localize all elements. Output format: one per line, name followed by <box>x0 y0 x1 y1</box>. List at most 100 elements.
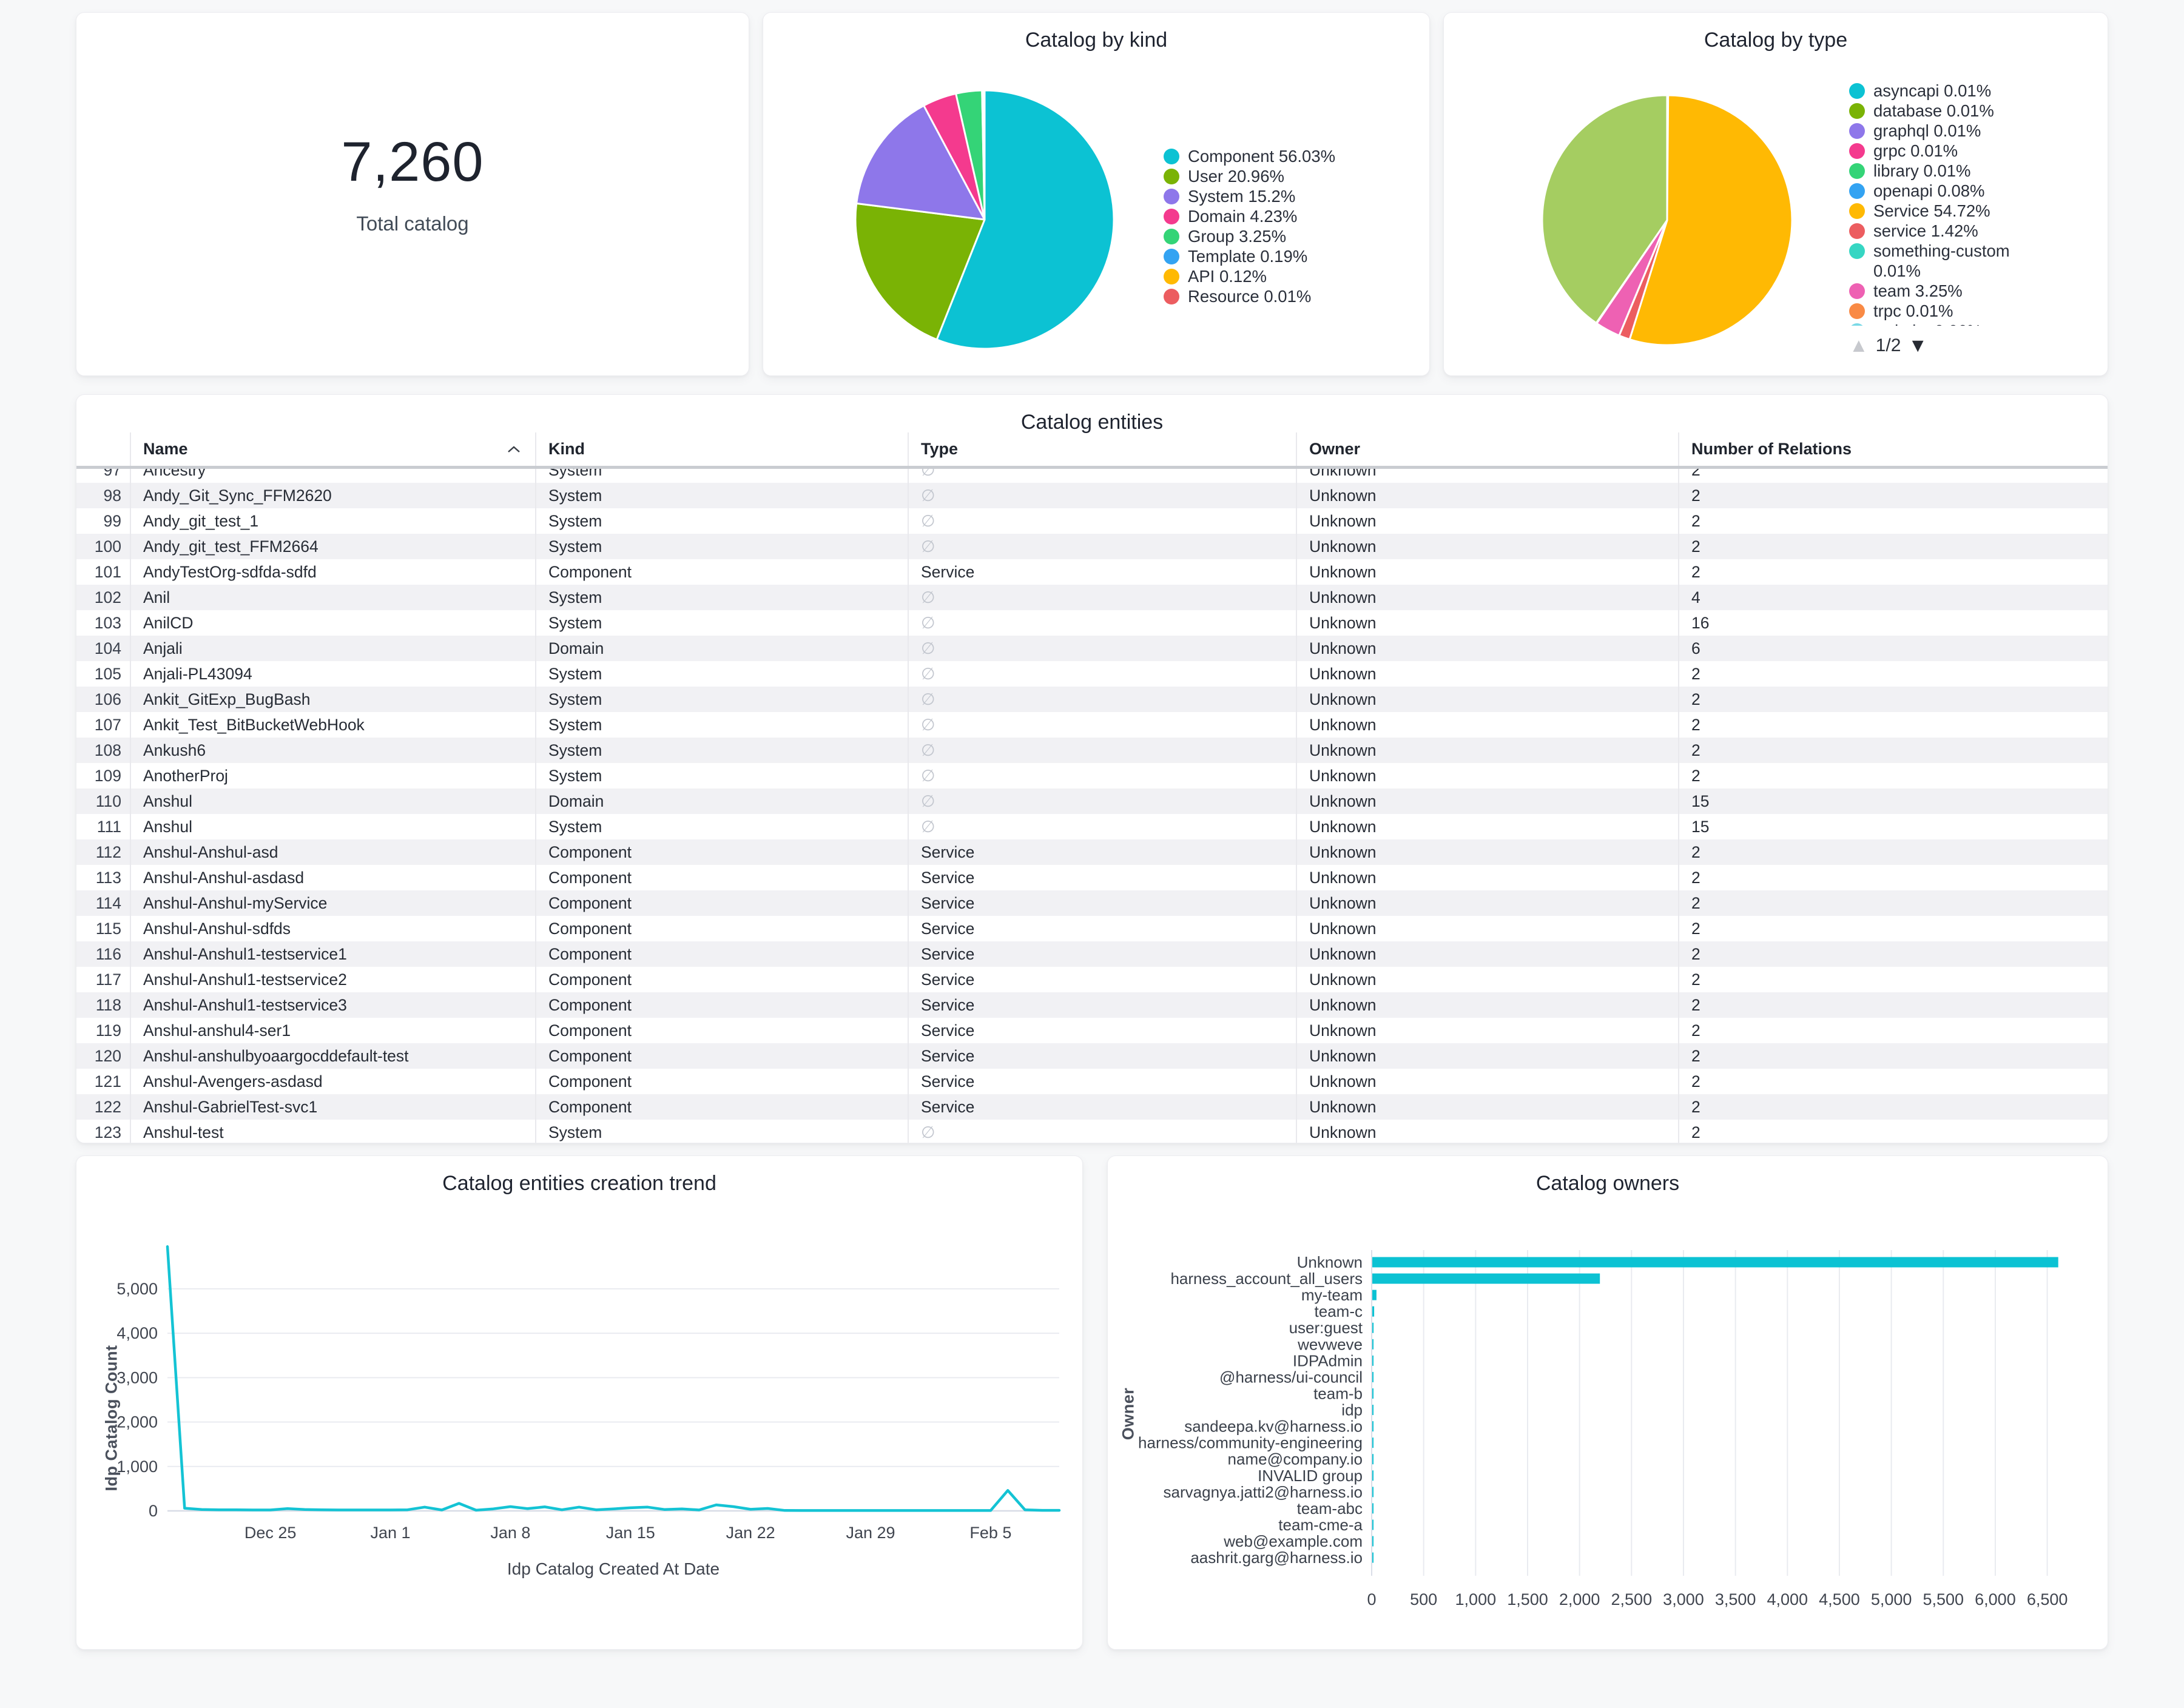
owner-bar-user:guest[interactable] <box>1372 1322 1374 1333</box>
owner-bar-sarvagnya.jatti2@harness.io[interactable] <box>1372 1487 1373 1498</box>
table-row[interactable]: 102 Anil System ∅ Unknown 4 <box>76 585 2108 610</box>
cell-kind: System <box>536 661 909 687</box>
pie-slice-User[interactable] <box>854 202 986 341</box>
legend-item-grpc[interactable]: grpc 0.01% <box>1849 141 2061 161</box>
legend-item-Service[interactable]: Service 54.72% <box>1849 201 2061 221</box>
cell-owner: Unknown <box>1297 738 1679 763</box>
owner-bar-Unknown[interactable] <box>1372 1257 2058 1268</box>
legend-item-asyncapi[interactable]: asyncapi 0.01% <box>1849 81 2061 101</box>
table-row[interactable]: 118 Anshul-Anshul1-testservice3 Component S… <box>76 992 2108 1018</box>
table-row[interactable]: 116 Anshul-Anshul1-testservice1 Component S… <box>76 941 2108 967</box>
catalog-by-type-pie[interactable] <box>1540 93 1795 348</box>
legend-item-team[interactable]: team 3.25% <box>1849 281 2061 301</box>
column-header-owner[interactable]: Owner <box>1297 432 1679 466</box>
column-header-number-of-relations[interactable]: Number of Relations <box>1679 432 2108 466</box>
cell-owner: Unknown <box>1297 534 1679 559</box>
legend-item-Template[interactable]: Template 0.19% <box>1164 246 1335 266</box>
legend-dot-icon <box>1849 323 1865 326</box>
table-row[interactable]: 113 Anshul-Anshul-asdasd Component Service U… <box>76 865 2108 890</box>
owner-bar-team-c[interactable] <box>1372 1306 1375 1317</box>
legend-item-label: trpc 0.01% <box>1873 301 1953 320</box>
owner-bar-name@company.io[interactable] <box>1372 1454 1373 1465</box>
legend-item-openapi[interactable]: openapi 0.08% <box>1849 181 2061 201</box>
legend-item-API[interactable]: API 0.12% <box>1164 266 1335 286</box>
legend-page-down-icon[interactable]: ▼ <box>1908 334 1928 356</box>
owner-bar-sandeepa.kv@harness.io[interactable] <box>1372 1421 1373 1432</box>
owner-bar-team-b[interactable] <box>1372 1388 1373 1399</box>
table-row[interactable]: 99 Andy_git_test_1 System ∅ Unknown 2 <box>76 508 2108 534</box>
table-row[interactable]: 122 Anshul-GabrielTest-svc1 Component Servi… <box>76 1094 2108 1120</box>
table-row[interactable]: 117 Anshul-Anshul1-testservice2 Component S… <box>76 967 2108 992</box>
table-row[interactable]: 100 Andy_git_test_FFM2664 System ∅ Unknown 2 <box>76 534 2108 559</box>
pie-slice-unlabeled[interactable] <box>1541 94 1668 324</box>
legend-item-library[interactable]: library 0.01% <box>1849 161 2061 181</box>
cell-type: Service <box>909 890 1297 916</box>
owner-bar-wevweve[interactable] <box>1372 1339 1373 1350</box>
svg-text:5,500: 5,500 <box>1923 1590 1964 1609</box>
legend-item-Domain[interactable]: Domain 4.23% <box>1164 206 1335 226</box>
table-row[interactable]: 97 Ancestry System ∅ Unknown 2 <box>76 469 2108 483</box>
cell-type: ∅ <box>909 712 1297 738</box>
creation-trend-chart[interactable]: 0 1,000 2,000 3,000 4,000 5,000 Dec 25 Jan 1 Jan… <box>76 1205 1084 1629</box>
cell-number-of-relations: 2 <box>1691 1123 1700 1141</box>
cell-owner: Unknown <box>1297 992 1679 1018</box>
legend-page-up-icon[interactable]: ▲ <box>1849 334 1869 356</box>
legend-item-Component[interactable]: Component 56.03% <box>1164 146 1335 166</box>
owner-bar-my-team[interactable] <box>1372 1289 1377 1300</box>
table-row[interactable]: 103 AnilCD System ∅ Unknown 16 <box>76 610 2108 636</box>
owner-bar-idp[interactable] <box>1372 1405 1373 1416</box>
legend-item-something-custom[interactable]: something-custom 0.01% <box>1849 241 2061 281</box>
legend-item-Resource[interactable]: Resource 0.01% <box>1164 286 1335 306</box>
svg-text:3,500: 3,500 <box>1715 1590 1756 1609</box>
pie-slice-Component[interactable] <box>935 89 1115 350</box>
table-row[interactable]: 119 Anshul-anshul4-ser1 Component Service Un… <box>76 1018 2108 1043</box>
owner-bar-team-cme-a[interactable] <box>1372 1519 1373 1530</box>
legend-item-Group[interactable]: Group 3.25% <box>1164 226 1335 246</box>
table-row[interactable]: 108 Ankush6 System ∅ Unknown 2 <box>76 738 2108 763</box>
legend-item-service[interactable]: service 1.42% <box>1849 221 2061 241</box>
owner-bar-harness/community-engineering[interactable] <box>1372 1437 1373 1448</box>
table-row[interactable]: 114 Anshul-Anshul-myService Component Servi… <box>76 890 2108 916</box>
column-header-kind[interactable]: Kind <box>536 432 909 466</box>
table-row[interactable]: 101 AndyTestOrg-sdfda-sdfd Component Servic… <box>76 559 2108 585</box>
table-row[interactable]: 123 Anshul-test System ∅ Unknown 2 <box>76 1120 2108 1143</box>
sort-ascending-icon[interactable] <box>506 445 522 454</box>
owner-bar-web@example.com[interactable] <box>1372 1536 1373 1547</box>
pie-slice-System[interactable] <box>855 104 986 221</box>
column-header-type[interactable]: Type <box>909 432 1297 466</box>
table-row[interactable]: 111 Anshul System ∅ Unknown 15 <box>76 814 2108 839</box>
owner-bar-aashrit.garg@harness.io[interactable] <box>1372 1552 1373 1563</box>
owner-bar-@harness/ui-council[interactable] <box>1372 1371 1373 1382</box>
owner-bar-harness_account_all_users[interactable] <box>1372 1273 1600 1284</box>
table-row[interactable]: 109 AnotherProj System ∅ Unknown 2 <box>76 763 2108 788</box>
table-row[interactable]: 107 Ankit_Test_BitBucketWebHook System ∅ Unk… <box>76 712 2108 738</box>
table-row[interactable]: 104 Anjali Domain ∅ Unknown 6 <box>76 636 2108 661</box>
legend-item-System[interactable]: System 15.2% <box>1164 186 1335 206</box>
legend-item-database[interactable]: database 0.01% <box>1849 101 2061 121</box>
table-row[interactable]: 112 Anshul-Anshul-asd Component Service Unkn… <box>76 839 2108 865</box>
table-body-scroll-area[interactable]: 97 Ancestry System ∅ Unknown 2 98 Andy_Git_Sync… <box>76 469 2108 1143</box>
catalog-owners-chart[interactable]: 0 500 1,000 1,500 2,000 2,500 3,000 3,500 4,000 4… <box>1108 1205 2109 1629</box>
catalog-owners-card: Catalog owners Owner 0 500 1,000 1,500 2,000… <box>1107 1155 2108 1650</box>
legend-item-User[interactable]: User 20.96% <box>1164 166 1335 186</box>
legend-item-graphql[interactable]: graphql 0.01% <box>1849 121 2061 141</box>
legend-item-website[interactable]: website 0.06% <box>1849 321 2061 326</box>
owner-bar-team-abc[interactable] <box>1372 1503 1373 1514</box>
table-row[interactable]: 110 Anshul Domain ∅ Unknown 15 <box>76 788 2108 814</box>
empty-type-icon: ∅ <box>921 469 935 479</box>
legend-item-trpc[interactable]: trpc 0.01% <box>1849 301 2061 321</box>
pie-slice-Service[interactable] <box>1628 94 1793 346</box>
table-row[interactable]: 98 Andy_Git_Sync_FFM2620 System ∅ Unknown 2 <box>76 483 2108 508</box>
owner-bar-IDPAdmin[interactable] <box>1372 1355 1373 1366</box>
cell-row-number: 106 <box>76 687 131 712</box>
column-header-name[interactable]: Name <box>131 432 536 466</box>
table-row[interactable]: 120 Anshul-anshulbyoaargocddefault-test Co… <box>76 1043 2108 1069</box>
table-row[interactable]: 115 Anshul-Anshul-sdfds Component Service Un… <box>76 916 2108 941</box>
table-row[interactable]: 121 Anshul-Avengers-asdasd Component Servic… <box>76 1069 2108 1094</box>
catalog-by-kind-pie[interactable] <box>853 88 1116 351</box>
table-row[interactable]: 105 Anjali-PL43094 System ∅ Unknown 2 <box>76 661 2108 687</box>
owner-bar-INVALID group[interactable] <box>1372 1470 1373 1481</box>
legend-item-label: Template 0.19% <box>1188 247 1308 266</box>
cell-number-of-relations: 2 <box>1691 741 1700 759</box>
table-row[interactable]: 106 Ankit_GitExp_BugBash System ∅ Unknown 2 <box>76 687 2108 712</box>
